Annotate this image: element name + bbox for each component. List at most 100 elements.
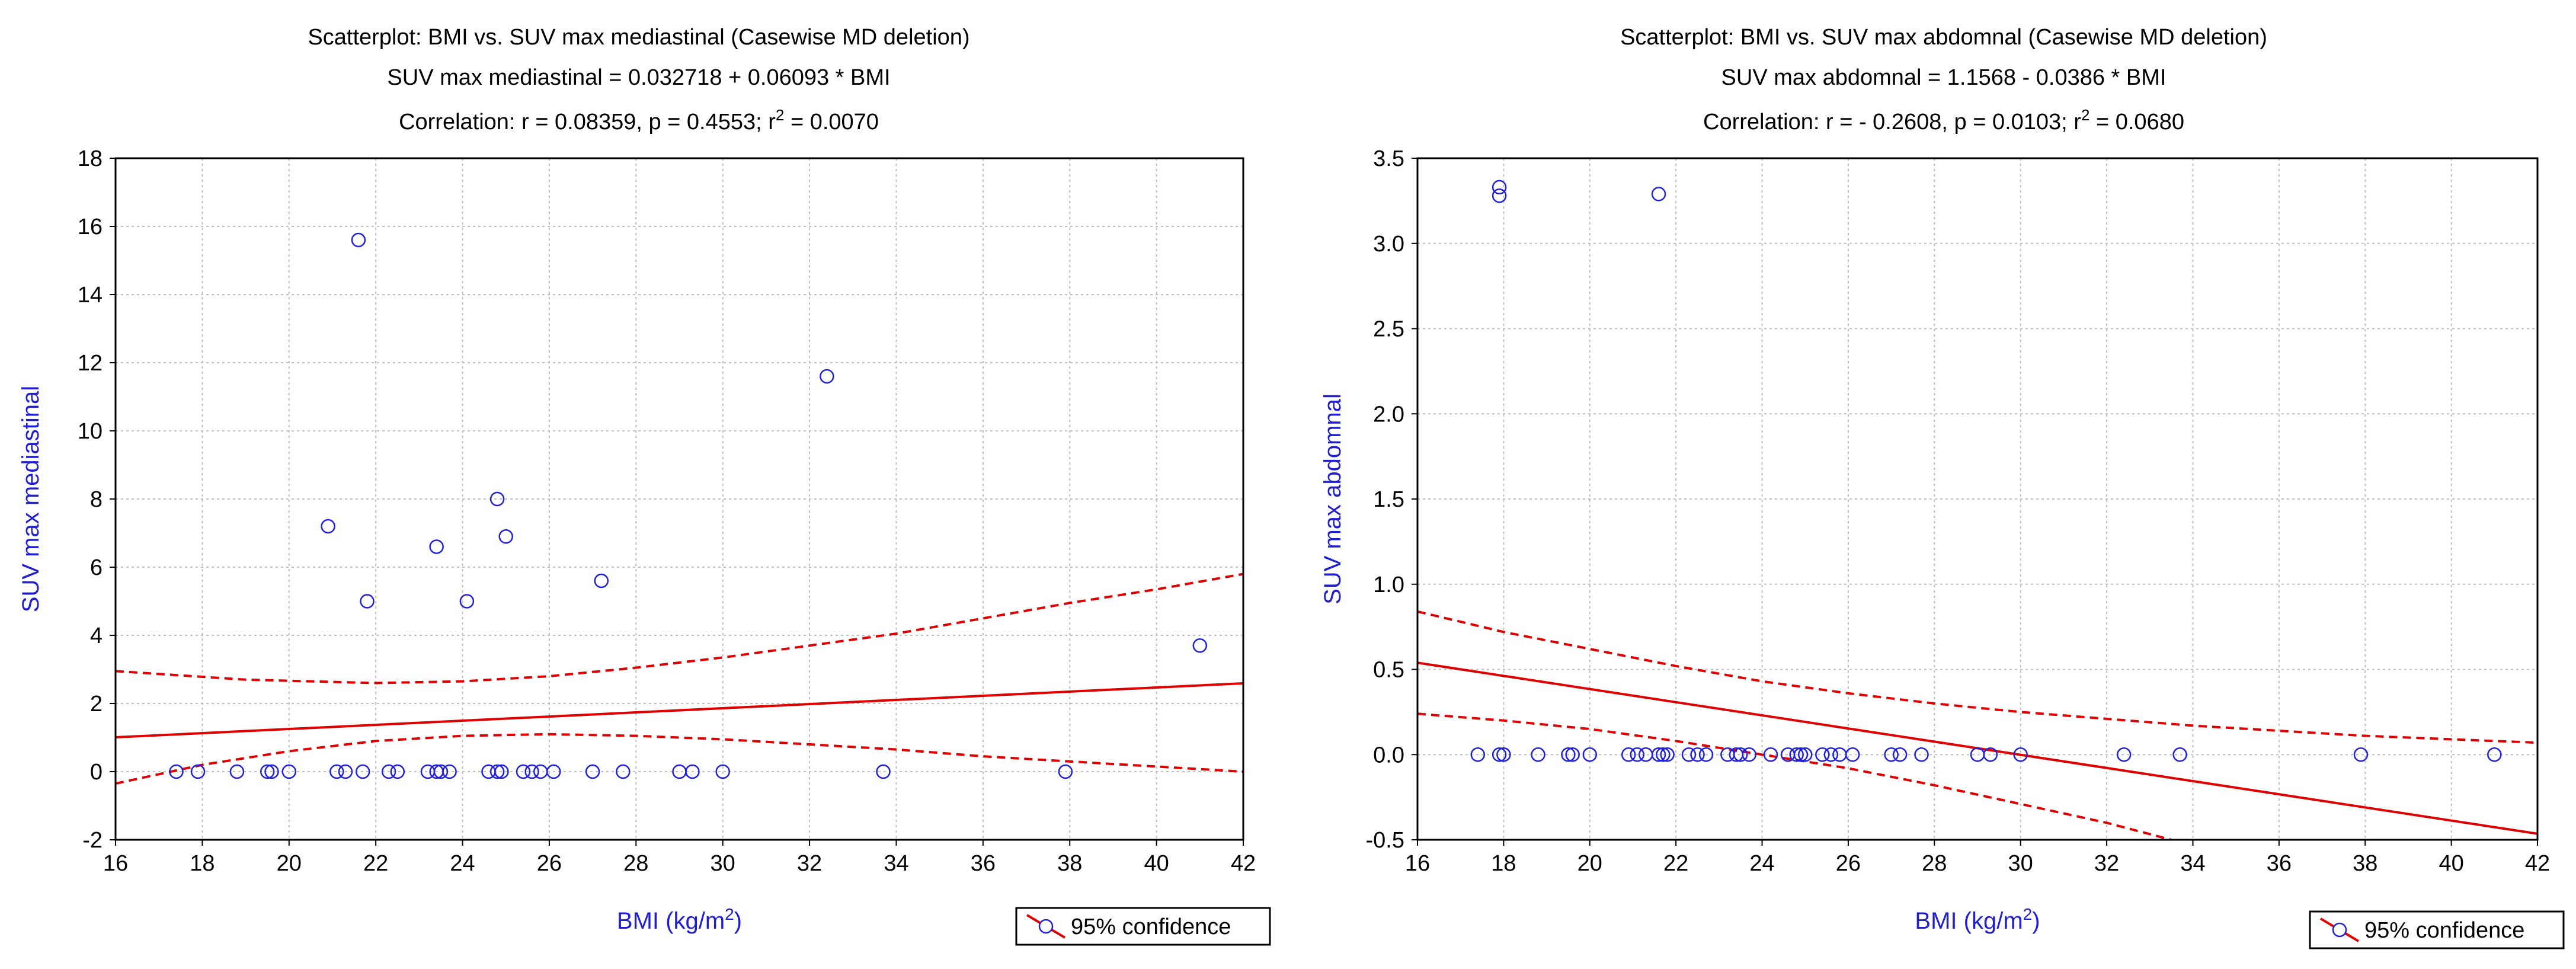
scatter-point	[1845, 747, 1860, 762]
scatter-point	[1914, 747, 1929, 762]
x-tick-label: 42	[1231, 851, 1256, 876]
x-tick-label: 16	[103, 851, 128, 876]
y-tick-label: 2.5	[1373, 317, 1404, 342]
scatter-point	[1582, 747, 1598, 762]
x-tick-label: 24	[450, 851, 475, 876]
x-axis-label-exponent: 2	[2023, 905, 2033, 923]
scatter-point	[546, 764, 561, 779]
scatter-point	[1983, 747, 1998, 762]
y-tick-label: 6	[90, 555, 103, 580]
scatter-point	[585, 764, 600, 779]
x-tick-label: 26	[1836, 851, 1861, 876]
x-tick-label: 38	[2353, 851, 2377, 876]
scatter-point	[329, 764, 344, 779]
scatter-point	[1698, 747, 1714, 762]
legend-box	[1015, 907, 1271, 946]
r-squared-exponent: 2	[776, 106, 784, 124]
y-tick-label: 1.0	[1373, 573, 1404, 597]
scatter-point	[2487, 747, 2502, 762]
x-tick-label: 38	[1057, 851, 1082, 876]
y-axis-label: SUV max abdomnal	[1320, 394, 1346, 605]
ci-lower-line	[1417, 712, 2172, 840]
scatter-point	[1793, 747, 1809, 762]
scatter-point	[2013, 747, 2028, 762]
correlation-suffix: = 0.0070	[784, 110, 879, 135]
scatter-point	[429, 539, 444, 554]
x-tick-label: 28	[623, 851, 648, 876]
x-tick-label: 34	[884, 851, 908, 876]
scatter-point	[516, 764, 531, 779]
correlation-prefix: Correlation: r = - 0.2608, p = 0.0103; r	[1703, 110, 2081, 135]
chart-title: Scatterplot: BMI vs. SUV max mediastinal…	[308, 25, 969, 50]
x-tick-label: 28	[1922, 851, 1947, 876]
legend: 95% confidence	[1015, 907, 1271, 946]
scatter-point	[1681, 747, 1697, 762]
scatter-point	[190, 764, 206, 779]
chart-mediastinal: Scatterplot: BMI vs. SUV max mediastinal…	[18, 25, 1271, 946]
scatter-point	[2116, 747, 2132, 762]
scatter-point	[2172, 747, 2187, 762]
y-tick-label: 16	[78, 215, 103, 239]
scatter-point	[260, 764, 275, 779]
y-tick-label: 2	[90, 692, 103, 717]
scatter-point	[820, 369, 834, 384]
legend-label: 95% confidence	[2364, 918, 2524, 943]
y-tick-label: 0.0	[1373, 743, 1404, 767]
grid-lines	[1417, 158, 2538, 840]
scatter-point	[442, 764, 457, 779]
y-tick-label: 3.0	[1373, 232, 1404, 257]
scatter-point	[433, 764, 449, 779]
x-tick-label: 42	[2525, 851, 2550, 876]
scatter-point	[1565, 747, 1580, 762]
scatter-point	[360, 594, 375, 609]
x-tick-label: 32	[797, 851, 822, 876]
scatter-point	[498, 529, 513, 544]
y-tick-label: 12	[78, 351, 103, 376]
plot-frame	[1416, 157, 2539, 841]
correlation-suffix: = 0.0680	[2089, 110, 2184, 135]
x-axis-label-close: )	[2032, 908, 2040, 934]
y-tick-label: 4	[90, 623, 103, 648]
x-tick-label: 26	[537, 851, 562, 876]
y-tick-label: 8	[90, 487, 103, 512]
x-tick-label: 40	[2439, 851, 2463, 876]
scatter-point	[616, 764, 631, 779]
x-axis-label: BMI (kg/m2)	[1915, 905, 2040, 935]
scatter-point	[1742, 747, 1756, 762]
r-squared-exponent: 2	[2081, 106, 2089, 124]
x-axis-label-close: )	[734, 908, 742, 934]
scatter-point	[1763, 747, 1778, 762]
scatter-point	[1531, 747, 1545, 762]
scatter-point	[355, 764, 370, 779]
x-tick-label: 30	[2008, 851, 2033, 876]
x-tick-label: 22	[1663, 851, 1688, 876]
scatter-point	[876, 764, 891, 779]
correlation-text: Correlation: r = - 0.2608, p = 0.0103; r…	[1703, 106, 2184, 135]
plot-frame	[114, 157, 1244, 841]
correlation-text: Correlation: r = 0.08359, p = 0.4553; r2…	[399, 106, 879, 135]
scatter-point	[338, 764, 353, 779]
scatter-point	[169, 764, 184, 779]
x-tick-label: 18	[190, 851, 215, 876]
x-tick-label: 36	[971, 851, 996, 876]
y-tick-label: 3.5	[1373, 146, 1404, 171]
ci-upper-line	[1417, 610, 2537, 744]
scatter-point	[390, 764, 405, 779]
fit-line	[116, 682, 1243, 739]
x-tick-label: 22	[363, 851, 388, 876]
scatter-point	[1660, 747, 1675, 762]
x-tick-label: 30	[711, 851, 735, 876]
scatter-point	[1492, 188, 1507, 203]
scatter-point	[1492, 180, 1507, 195]
y-tick-label: 2.0	[1373, 402, 1404, 427]
scatter-point	[381, 764, 396, 779]
scatter-point	[533, 764, 548, 779]
regression-equation: SUV max mediastinal = 0.032718 + 0.06093…	[387, 65, 890, 90]
scatter-point	[1651, 187, 1666, 202]
scatter-point	[672, 764, 687, 779]
scatter-points	[1470, 180, 2502, 762]
y-tick-label: 0	[90, 760, 103, 785]
legend-point-icon	[1038, 919, 1054, 934]
x-tick-label: 32	[2094, 851, 2119, 876]
